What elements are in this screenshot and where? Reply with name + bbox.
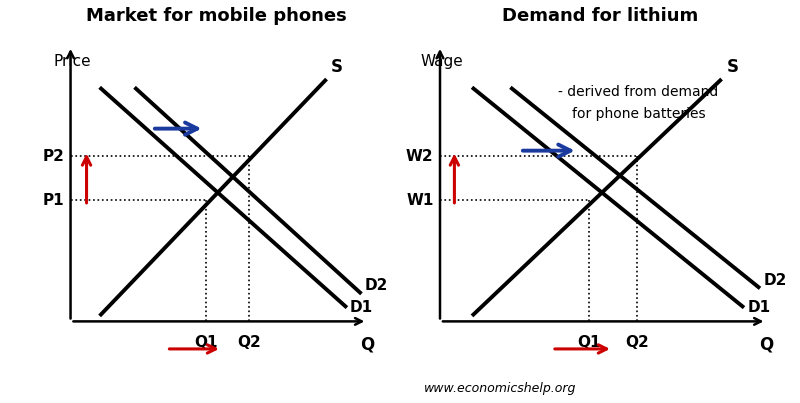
- Text: W1: W1: [406, 193, 434, 208]
- Text: S: S: [726, 58, 738, 76]
- Text: P2: P2: [43, 149, 65, 164]
- Text: S: S: [331, 58, 343, 76]
- Text: Q1: Q1: [194, 335, 218, 350]
- Title: Market for mobile phones: Market for mobile phones: [86, 7, 346, 25]
- Text: for phone batteries: for phone batteries: [571, 107, 706, 120]
- Text: D1: D1: [350, 300, 373, 315]
- Text: Q2: Q2: [625, 335, 649, 350]
- Text: Price: Price: [53, 54, 90, 69]
- Text: - derived from demand: - derived from demand: [558, 85, 718, 99]
- Text: Wage: Wage: [421, 54, 463, 69]
- Text: Q1: Q1: [577, 335, 601, 350]
- Text: W2: W2: [406, 149, 434, 164]
- Text: D1: D1: [747, 300, 770, 315]
- Text: P1: P1: [43, 193, 65, 208]
- Text: Q: Q: [360, 335, 374, 353]
- Text: D2: D2: [763, 272, 786, 288]
- Text: www.economicshelp.org: www.economicshelp.org: [424, 382, 576, 395]
- Title: Demand for lithium: Demand for lithium: [502, 7, 698, 25]
- Text: D2: D2: [364, 278, 388, 293]
- Text: Q: Q: [759, 335, 774, 353]
- Text: Q2: Q2: [238, 335, 262, 350]
